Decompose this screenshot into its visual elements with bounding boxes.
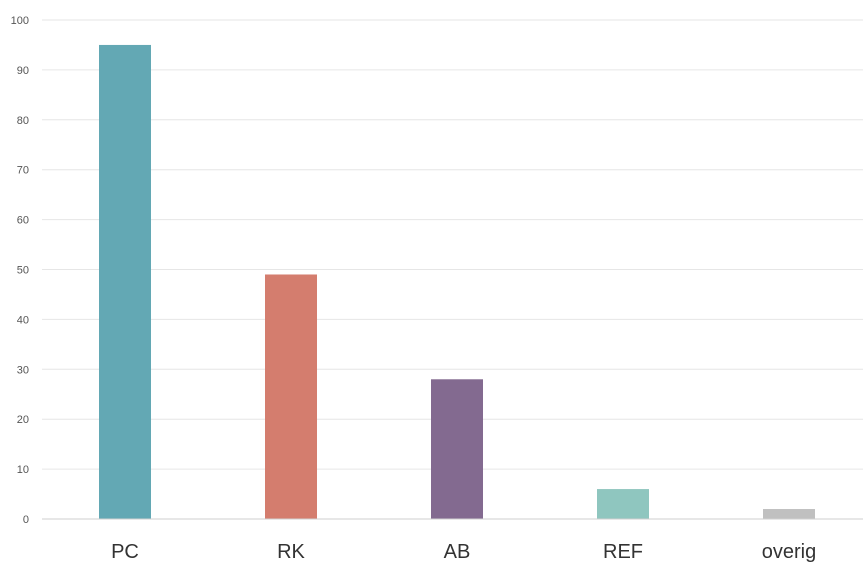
x-tick-label: REF — [603, 541, 643, 563]
y-tick-label: 40 — [17, 314, 29, 326]
x-tick-label: overig — [762, 541, 816, 563]
x-tick-label: PC — [111, 541, 139, 563]
y-tick-label: 0 — [23, 514, 29, 526]
bars — [99, 44, 815, 519]
bar-rk — [265, 274, 317, 519]
gridlines — [42, 19, 863, 520]
y-tick-label: 100 — [11, 15, 29, 27]
y-tick-label: 30 — [17, 364, 29, 376]
bar-ab — [431, 379, 483, 519]
y-tick-label: 20 — [17, 414, 29, 426]
x-tick-label: AB — [444, 541, 471, 563]
y-tick-label: 90 — [17, 65, 29, 77]
bar-ref — [597, 489, 649, 519]
y-axis-ticks: 0 10 20 30 40 50 60 70 80 90 100 — [11, 15, 29, 526]
x-tick-label: RK — [277, 541, 305, 563]
y-tick-label: 50 — [17, 265, 29, 277]
y-tick-label: 60 — [17, 215, 29, 227]
y-tick-label: 10 — [17, 464, 29, 476]
bar-overig — [763, 509, 815, 519]
y-tick-label: 70 — [17, 165, 29, 177]
bar-pc — [99, 44, 151, 519]
y-tick-label: 80 — [17, 115, 29, 127]
x-axis-ticks: PC RK AB REF overig — [111, 541, 816, 563]
